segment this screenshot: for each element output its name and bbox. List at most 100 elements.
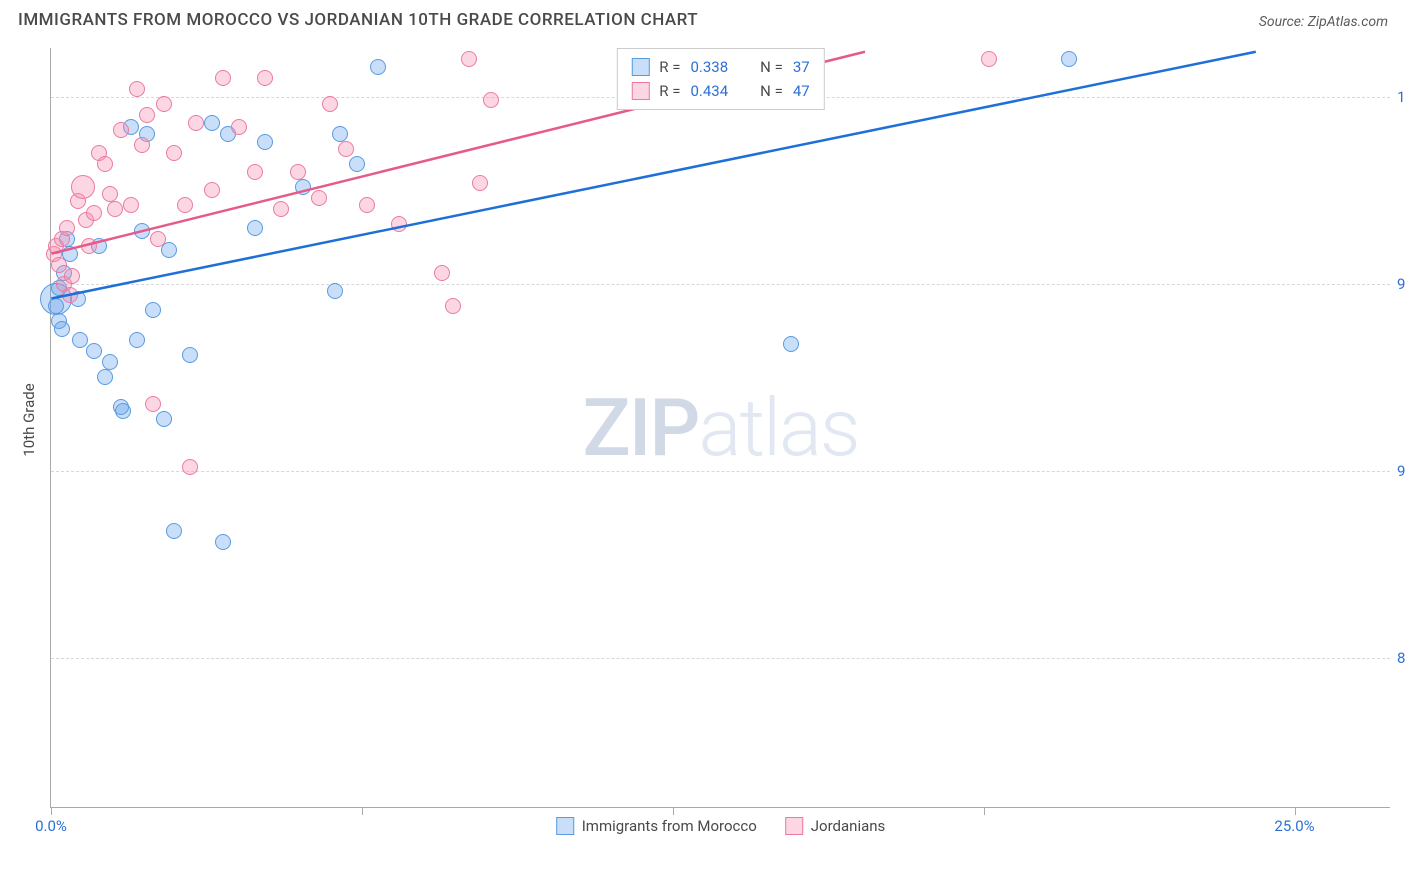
r-label: R =	[659, 79, 680, 103]
scatter-point-jordanians	[150, 231, 166, 247]
x-tick	[1295, 807, 1296, 815]
scatter-point-jordanians	[472, 175, 488, 191]
correlation-legend: R = 0.338 N = 37 R = 0.434 N = 47	[616, 48, 824, 110]
scatter-point-jordanians	[981, 51, 997, 67]
series-legend: Immigrants from Morocco Jordanians	[556, 817, 886, 835]
n-label: N =	[760, 79, 783, 103]
scatter-point-morocco	[295, 179, 311, 195]
scatter-point-morocco	[48, 298, 64, 314]
scatter-point-jordanians	[247, 164, 263, 180]
scatter-point-jordanians	[204, 182, 220, 198]
y-tick-label: 85.0%	[1397, 649, 1406, 667]
scatter-point-morocco	[72, 332, 88, 348]
x-tick	[984, 807, 985, 815]
scatter-point-morocco	[166, 523, 182, 539]
scatter-point-morocco	[327, 283, 343, 299]
r-value-jordanians: 0.434	[690, 79, 728, 103]
watermark-rest: atlas	[698, 381, 858, 475]
legend-row-morocco: R = 0.338 N = 37	[631, 55, 809, 79]
grid-line	[51, 284, 1390, 285]
scatter-point-jordanians	[139, 107, 155, 123]
scatter-point-jordanians	[290, 164, 306, 180]
x-tick	[673, 807, 674, 815]
r-label: R =	[659, 55, 680, 79]
scatter-point-jordanians	[391, 216, 407, 232]
scatter-point-jordanians	[445, 298, 461, 314]
scatter-point-jordanians	[257, 70, 273, 86]
scatter-point-jordanians	[483, 92, 499, 108]
y-tick-label: 100.0%	[1397, 88, 1406, 106]
scatter-point-morocco	[204, 115, 220, 131]
x-tick	[362, 807, 363, 815]
scatter-point-jordanians	[215, 70, 231, 86]
scatter-point-morocco	[332, 126, 348, 142]
scatter-point-morocco	[129, 332, 145, 348]
scatter-point-jordanians	[156, 96, 172, 112]
scatter-point-jordanians	[434, 265, 450, 281]
source-prefix: Source:	[1259, 14, 1308, 30]
scatter-point-morocco	[257, 134, 273, 150]
scatter-plot: ZIPatlas R = 0.338 N = 37 R = 0.434 N = …	[50, 48, 1390, 808]
scatter-point-jordanians	[145, 396, 161, 412]
legend-swatch-morocco	[556, 817, 574, 835]
scatter-point-morocco	[182, 347, 198, 363]
scatter-point-morocco	[97, 369, 113, 385]
scatter-point-morocco	[145, 302, 161, 318]
scatter-point-morocco	[115, 403, 131, 419]
scatter-point-morocco	[1061, 51, 1077, 67]
scatter-point-jordanians	[322, 96, 338, 112]
watermark: ZIPatlas	[583, 381, 859, 475]
scatter-point-jordanians	[311, 190, 327, 206]
legend-label-jordanians: Jordanians	[811, 817, 886, 835]
scatter-point-morocco	[349, 156, 365, 172]
scatter-point-morocco	[156, 411, 172, 427]
x-tick-label: 25.0%	[1274, 817, 1314, 835]
scatter-point-jordanians	[177, 197, 193, 213]
scatter-point-morocco	[783, 336, 799, 352]
scatter-point-jordanians	[188, 115, 204, 131]
legend-row-jordanians: R = 0.434 N = 47	[631, 79, 809, 103]
scatter-point-jordanians	[461, 51, 477, 67]
scatter-point-jordanians	[123, 197, 139, 213]
trend-lines	[51, 48, 1390, 807]
scatter-point-morocco	[54, 321, 70, 337]
scatter-point-jordanians	[129, 81, 145, 97]
chart-title: IMMIGRANTS FROM MOROCCO VS JORDANIAN 10T…	[18, 10, 698, 30]
scatter-point-morocco	[86, 343, 102, 359]
scatter-point-morocco	[102, 354, 118, 370]
scatter-point-jordanians	[338, 141, 354, 157]
legend-item-morocco: Immigrants from Morocco	[556, 817, 757, 835]
watermark-strong: ZIP	[583, 381, 699, 475]
source-name: ZipAtlas.com	[1308, 14, 1388, 30]
scatter-point-morocco	[370, 59, 386, 75]
scatter-point-jordanians	[81, 238, 97, 254]
scatter-point-jordanians	[86, 205, 102, 221]
scatter-point-jordanians	[71, 175, 95, 199]
scatter-point-jordanians	[113, 122, 129, 138]
scatter-point-jordanians	[59, 220, 75, 236]
scatter-point-jordanians	[102, 186, 118, 202]
scatter-point-jordanians	[62, 287, 78, 303]
y-tick-label: 90.0%	[1397, 462, 1406, 480]
scatter-point-morocco	[247, 220, 263, 236]
x-tick-label: 0.0%	[35, 817, 67, 835]
scatter-point-morocco	[134, 223, 150, 239]
legend-swatch-jordanians	[631, 82, 649, 100]
legend-label-morocco: Immigrants from Morocco	[582, 817, 757, 835]
scatter-point-jordanians	[182, 459, 198, 475]
legend-swatch-jordanians	[785, 817, 803, 835]
scatter-point-jordanians	[273, 201, 289, 217]
y-tick-label: 95.0%	[1397, 275, 1406, 293]
scatter-point-jordanians	[107, 201, 123, 217]
source-attribution: Source: ZipAtlas.com	[1259, 11, 1388, 30]
x-tick	[51, 807, 52, 815]
scatter-point-morocco	[215, 534, 231, 550]
y-axis-label: 10th Grade	[20, 383, 38, 456]
legend-swatch-morocco	[631, 58, 649, 76]
n-value-jordanians: 47	[793, 79, 810, 103]
grid-line	[51, 658, 1390, 659]
scatter-point-jordanians	[231, 119, 247, 135]
grid-line	[51, 471, 1390, 472]
r-value-morocco: 0.338	[690, 55, 728, 79]
scatter-point-jordanians	[97, 156, 113, 172]
